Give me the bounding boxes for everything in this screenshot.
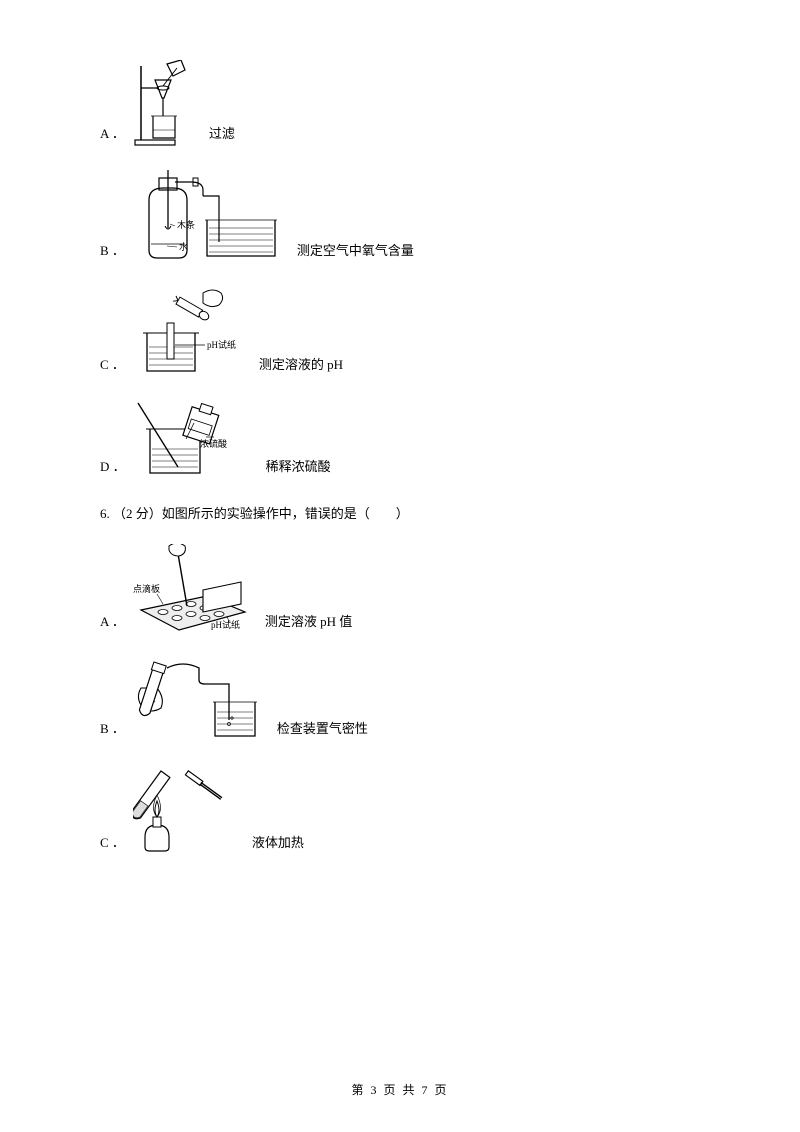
q5-option-d: D ． 浓硫酸 稀释浓硫酸 xyxy=(100,401,700,481)
option-label: C ． xyxy=(100,354,125,379)
page-footer: 第 3 页 共 7 页 xyxy=(0,1081,800,1098)
q6-stem: 6. （2 分）如图所示的实验操作中，错误的是（ ） xyxy=(100,503,700,522)
option-text: 测定空气中氧气含量 xyxy=(297,240,414,265)
shui-label: 水 xyxy=(179,241,188,252)
page-total: 7 页 xyxy=(422,1083,449,1097)
oxygen-measure-diagram: 木条 水 xyxy=(133,170,283,265)
q5-option-b: B ． 木 xyxy=(100,170,700,265)
option-text: 过滤 xyxy=(209,123,235,148)
option-text: 测定溶液 pH 值 xyxy=(265,611,352,636)
q5-option-c: C ． pH试纸 测定溶液的 pH xyxy=(100,287,700,379)
option-text: 测定溶液的 pH xyxy=(259,354,343,379)
q6-option-b: B ． 检查装置气密性 xyxy=(100,658,700,743)
airtight-check-diagram xyxy=(133,658,263,743)
option-label: B ． xyxy=(100,240,125,265)
option-text: 稀释浓硫酸 xyxy=(266,456,331,481)
ph-label: pH试纸 xyxy=(211,619,240,630)
option-label: A ． xyxy=(100,611,125,636)
mutiao-label: 木条 xyxy=(177,219,195,230)
filtration-diagram xyxy=(133,60,195,148)
option-text: 检查装置气密性 xyxy=(277,718,368,743)
spotplate-label: 点滴板 xyxy=(133,583,160,594)
option-label: C ． xyxy=(100,832,125,857)
page-sep: 共 xyxy=(397,1083,421,1097)
ph-measure-diagram: pH试纸 xyxy=(133,287,245,379)
ph-paper-label: pH试纸 xyxy=(207,339,236,350)
heat-liquid-diagram xyxy=(133,765,238,857)
page-current: 第 3 页 xyxy=(351,1083,397,1097)
ph-spotplate-diagram: 点滴板 pH试纸 xyxy=(133,544,251,636)
acid-bottle-label: 浓硫酸 xyxy=(200,438,227,449)
option-label: B ． xyxy=(100,718,125,743)
q5-option-a: A ． 过滤 xyxy=(100,60,700,148)
q6-option-c: C ． 液体加热 xyxy=(100,765,700,857)
option-text: 液体加热 xyxy=(252,832,304,857)
q6-option-a: A ． 点滴板 pH试纸 测定溶液 pH xyxy=(100,544,700,636)
option-label: D ． xyxy=(100,456,126,481)
option-label: A ． xyxy=(100,123,125,148)
dilute-acid-diagram: 浓硫酸 xyxy=(134,401,252,481)
